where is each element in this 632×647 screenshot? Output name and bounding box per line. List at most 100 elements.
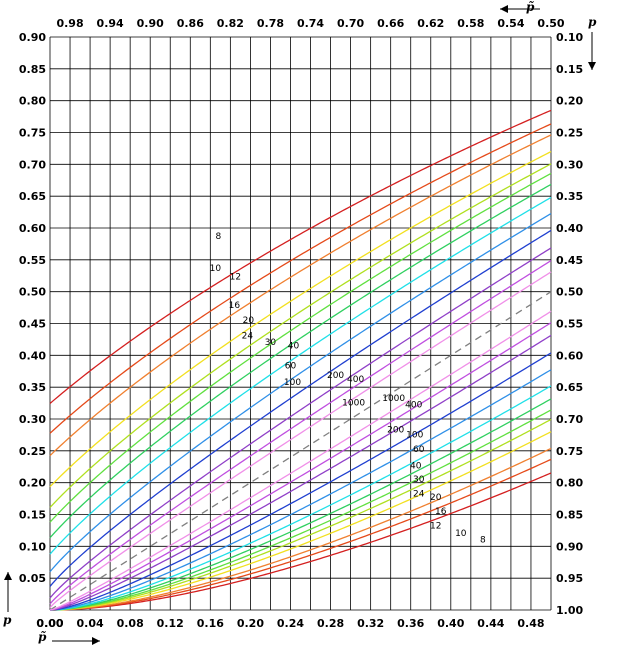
y-right-tick-label: 0.20: [556, 95, 583, 108]
y-right-tick-label: 1.00: [556, 604, 583, 617]
tick-labels: 0.00 0.04 0.08 0.12 0.16 0.20 0.24 0.28 0.32 0.36…: [19, 17, 584, 630]
y-left-tick-label: 0.65: [19, 190, 46, 203]
curve-label-lower-n30: 30: [413, 475, 425, 485]
x-bottom-tick-label: 0.48: [517, 617, 544, 630]
y-right-tick-label: 0.45: [556, 254, 583, 267]
x-bottom-tick-label: 0.08: [117, 617, 144, 630]
x-top-tick-label: 0.98: [56, 17, 83, 30]
curve-label-lower-n12: 12: [430, 521, 441, 531]
curve-lower-n10: [49, 458, 552, 611]
curve-upper-n200: [49, 247, 552, 599]
y-left-tick-label: 0.20: [19, 477, 46, 490]
y-left-tick-label: 0.45: [19, 318, 46, 331]
y-right-tick-label: 0.50: [556, 286, 583, 299]
curve-upper-n60: [49, 213, 552, 573]
y-right-tick-label: 0.40: [556, 222, 583, 235]
curve-upper-n400: [49, 260, 552, 605]
curve-upper-n10: [49, 123, 552, 434]
curve-upper-n8: [49, 109, 552, 404]
y-right-tick-label: 0.25: [556, 127, 583, 140]
curve-upper-n1000: [49, 271, 552, 609]
curve-label-lower-n10: 10: [455, 529, 467, 539]
curve-label-upper-n1000: 1000: [342, 399, 365, 409]
y-left-tick-label: 0.90: [19, 31, 46, 44]
curve-label-lower-n1000: 1000: [382, 394, 405, 404]
y-right-tick-label: 0.95: [556, 572, 583, 585]
curve-upper-n20: [49, 163, 552, 508]
curve-lower-n200: [49, 334, 552, 611]
x-top-tick-label: 0.66: [377, 17, 404, 30]
curve-lower-n60: [49, 369, 552, 611]
y-right-tick-label: 0.15: [556, 63, 583, 76]
x-bottom-tick-label: 0.36: [397, 617, 424, 630]
y-left-tick-label: 0.70: [19, 158, 46, 171]
y-right-tick-label: 0.90: [556, 540, 583, 553]
y-right-tick-label: 0.80: [556, 477, 583, 490]
x-top-tick-label: 0.94: [97, 17, 124, 30]
x-top-tick-label: 0.86: [177, 17, 204, 30]
y-right-tick-label: 0.60: [556, 349, 583, 362]
curve-label-upper-n16: 16: [229, 301, 241, 311]
x-axis-top-label: p̃: [526, 0, 535, 14]
x-bottom-tick-label: 0.44: [477, 617, 504, 630]
x-bottom-tick-label: 0.24: [277, 617, 304, 630]
x-axis-bottom-arrow-icon: [52, 637, 100, 645]
curve-upper-n100: [49, 229, 552, 587]
curve-label-upper-n30: 30: [265, 338, 277, 348]
curve-label-upper-n400: 400: [347, 375, 364, 385]
y-left-tick-label: 0.80: [19, 95, 46, 108]
x-bottom-tick-label: 0.12: [157, 617, 184, 630]
y-right-tick-label: 0.10: [556, 31, 583, 44]
x-top-tick-label: 0.74: [297, 17, 324, 30]
x-top-tick-label: 0.54: [497, 17, 524, 30]
x-bottom-tick-label: 0.28: [317, 617, 344, 630]
x-top-tick-label: 0.50: [537, 17, 564, 30]
y-left-tick-label: 0.75: [19, 127, 46, 140]
curve-label-upper-n10: 10: [210, 264, 222, 274]
curve-label-lower-n24: 24: [413, 490, 425, 500]
y-left-tick-label: 0.50: [19, 286, 46, 299]
curve-label-lower-n16: 16: [435, 507, 447, 517]
y-left-tick-label: 0.40: [19, 349, 46, 362]
x-bottom-tick-label: 0.40: [437, 617, 464, 630]
curve-label-upper-n24: 24: [242, 332, 254, 342]
curve-lower-n100: [49, 352, 552, 611]
y-axis-right-label: p: [588, 15, 597, 29]
x-bottom-tick-label: 0.16: [197, 617, 224, 630]
x-axis-bottom-label: p̃: [38, 630, 47, 644]
y-left-tick-label: 0.15: [19, 509, 46, 522]
x-axis-top-arrow-icon: [500, 5, 540, 13]
curve-lower-n8: [49, 472, 552, 611]
y-left-tick-label: 0.25: [19, 445, 46, 458]
y-right-tick-label: 0.30: [556, 158, 583, 171]
x-bottom-tick-label: 0.04: [77, 617, 104, 630]
curve-lower-n12: [49, 447, 552, 611]
x-bottom-tick-label: 0.32: [357, 617, 384, 630]
y-left-tick-label: 0.35: [19, 381, 46, 394]
curve-label-lower-n200: 200: [387, 425, 404, 435]
curve-lower-n16: [49, 431, 552, 611]
curve-lower-n40: [49, 385, 552, 611]
y-right-tick-label: 0.85: [556, 509, 583, 522]
y-left-tick-label: 0.85: [19, 63, 46, 76]
y-axis-right-arrow-icon: [588, 32, 596, 70]
curve-label-upper-n200: 200: [327, 371, 344, 381]
curve-upper-n24: [49, 172, 552, 523]
curve-label-upper-n100: 100: [284, 378, 301, 388]
curve-lower-n20: [49, 418, 552, 611]
curve-label-lower-n8: 8: [480, 535, 486, 545]
curve-label-lower-n100: 100: [406, 430, 423, 440]
curve-label-upper-n12: 12: [230, 273, 241, 283]
x-top-tick-label: 0.58: [457, 17, 484, 30]
curve-lower-n24: [49, 409, 552, 611]
curve-label-upper-n40: 40: [288, 341, 300, 351]
curve-upper-n40: [49, 196, 552, 555]
curve-lower-n400: [49, 322, 552, 611]
curve-label-upper-n60: 60: [285, 362, 297, 372]
x-top-tick-label: 0.90: [137, 17, 164, 30]
curve-lower-n30: [49, 398, 552, 611]
y-axis-left-arrow-icon: [4, 572, 12, 612]
x-top-tick-label: 0.78: [257, 17, 284, 30]
